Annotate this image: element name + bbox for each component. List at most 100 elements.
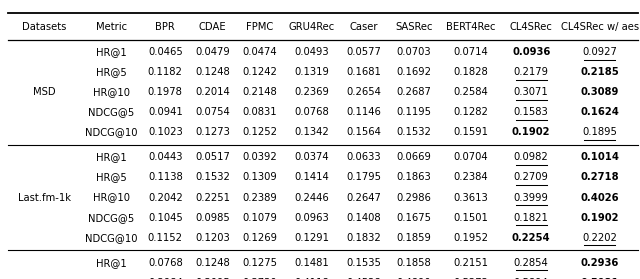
Text: 0.0704: 0.0704 [453, 152, 488, 162]
Text: 0.0517: 0.0517 [195, 152, 230, 162]
Text: 0.1952: 0.1952 [453, 233, 488, 243]
Text: 0.1591: 0.1591 [453, 127, 488, 137]
Text: Caser: Caser [350, 21, 378, 32]
Text: 0.1248: 0.1248 [195, 67, 230, 77]
Text: 0.2446: 0.2446 [294, 193, 330, 203]
Text: 0.1282: 0.1282 [453, 107, 488, 117]
Text: 0.2251: 0.2251 [195, 193, 230, 203]
Text: 0.2986: 0.2986 [397, 193, 431, 203]
Text: 0.3071: 0.3071 [514, 87, 548, 97]
Text: 0.0392: 0.0392 [243, 152, 278, 162]
Text: 0.0465: 0.0465 [148, 47, 182, 57]
Text: 0.1624: 0.1624 [580, 107, 620, 117]
Text: 0.2936: 0.2936 [580, 258, 619, 268]
Text: HR@10: HR@10 [93, 193, 130, 203]
Text: NDCG@10: NDCG@10 [85, 127, 138, 137]
Text: 0.2179: 0.2179 [514, 67, 548, 77]
Text: 0.1858: 0.1858 [397, 258, 431, 268]
Text: FPMC: FPMC [246, 21, 274, 32]
Text: 0.5272: 0.5272 [453, 278, 488, 279]
Text: 0.2984: 0.2984 [148, 278, 182, 279]
Text: 0.4118: 0.4118 [294, 278, 330, 279]
Text: 0.1273: 0.1273 [195, 127, 230, 137]
Text: 0.1146: 0.1146 [347, 107, 381, 117]
Text: HR@5: HR@5 [96, 67, 127, 77]
Text: 0.1342: 0.1342 [294, 127, 330, 137]
Text: 0.5931: 0.5931 [580, 278, 619, 279]
Text: 0.1138: 0.1138 [148, 172, 182, 182]
Text: 0.0985: 0.0985 [195, 213, 230, 223]
Text: CL4SRec w/ aes: CL4SRec w/ aes [561, 21, 639, 32]
Text: 0.1675: 0.1675 [396, 213, 431, 223]
Text: 0.0768: 0.0768 [294, 107, 330, 117]
Text: 0.0577: 0.0577 [347, 47, 381, 57]
Text: 0.0714: 0.0714 [453, 47, 488, 57]
Text: 0.1481: 0.1481 [294, 258, 330, 268]
Text: 0.2369: 0.2369 [294, 87, 330, 97]
Text: 0.1863: 0.1863 [397, 172, 431, 182]
Text: 0.0474: 0.0474 [243, 47, 277, 57]
Text: HR@1: HR@1 [96, 258, 127, 268]
Text: 0.1859: 0.1859 [397, 233, 431, 243]
Text: 0.1014: 0.1014 [580, 152, 620, 162]
Text: 0.0927: 0.0927 [582, 47, 617, 57]
Text: SASRec: SASRec [395, 21, 433, 32]
Text: 0.2151: 0.2151 [453, 258, 488, 268]
Text: 0.2042: 0.2042 [148, 193, 182, 203]
Text: 0.2709: 0.2709 [514, 172, 548, 182]
Text: 0.3999: 0.3999 [514, 193, 548, 203]
Text: 0.1152: 0.1152 [148, 233, 183, 243]
Text: 0.0831: 0.0831 [243, 107, 277, 117]
Text: 0.0479: 0.0479 [195, 47, 230, 57]
Text: 0.1275: 0.1275 [243, 258, 278, 268]
Text: 0.4890: 0.4890 [397, 278, 431, 279]
Text: 0.1182: 0.1182 [148, 67, 182, 77]
Text: 0.1692: 0.1692 [396, 67, 431, 77]
Text: 0.1291: 0.1291 [294, 233, 330, 243]
Text: 0.1902: 0.1902 [512, 127, 550, 137]
Text: MSD: MSD [33, 87, 56, 97]
Text: 0.1309: 0.1309 [243, 172, 278, 182]
Text: Datasets: Datasets [22, 21, 67, 32]
Text: 0.0493: 0.0493 [295, 47, 330, 57]
Text: 0.0754: 0.0754 [195, 107, 230, 117]
Text: CDAE: CDAE [199, 21, 227, 32]
Text: 0.1978: 0.1978 [148, 87, 182, 97]
Text: HR@1: HR@1 [96, 152, 127, 162]
Text: 0.1045: 0.1045 [148, 213, 182, 223]
Text: 0.1895: 0.1895 [582, 127, 617, 137]
Text: 0.1535: 0.1535 [347, 258, 381, 268]
Text: 0.1583: 0.1583 [514, 107, 548, 117]
Text: 0.2854: 0.2854 [514, 258, 548, 268]
Text: 0.2584: 0.2584 [453, 87, 488, 97]
Text: 0.1242: 0.1242 [243, 67, 278, 77]
Text: 0.1532: 0.1532 [195, 172, 230, 182]
Text: 0.2654: 0.2654 [347, 87, 381, 97]
Text: 0.2185: 0.2185 [580, 67, 619, 77]
Text: 0.0669: 0.0669 [397, 152, 431, 162]
Text: 0.2384: 0.2384 [453, 172, 488, 182]
Text: 0.1414: 0.1414 [294, 172, 330, 182]
Text: HR@5: HR@5 [96, 278, 127, 279]
Text: 0.1203: 0.1203 [195, 233, 230, 243]
Text: NDCG@10: NDCG@10 [85, 233, 138, 243]
Text: 0.1501: 0.1501 [453, 213, 488, 223]
Text: BERT4Rec: BERT4Rec [445, 21, 495, 32]
Text: 0.3730: 0.3730 [243, 278, 277, 279]
Text: 0.1532: 0.1532 [397, 127, 431, 137]
Text: 0.5894: 0.5894 [514, 278, 548, 279]
Text: 0.4528: 0.4528 [347, 278, 381, 279]
Text: 0.3613: 0.3613 [453, 193, 488, 203]
Text: 0.0374: 0.0374 [295, 152, 330, 162]
Text: 0.1248: 0.1248 [195, 258, 230, 268]
Text: 0.2148: 0.2148 [243, 87, 278, 97]
Text: NDCG@5: NDCG@5 [88, 107, 134, 117]
Text: 0.2202: 0.2202 [582, 233, 617, 243]
Text: 0.1195: 0.1195 [396, 107, 431, 117]
Text: HR@10: HR@10 [93, 87, 130, 97]
Text: 0.2014: 0.2014 [195, 87, 230, 97]
Text: HR@1: HR@1 [96, 47, 127, 57]
Text: 0.1821: 0.1821 [514, 213, 548, 223]
Text: HR@5: HR@5 [96, 172, 127, 182]
Text: 0.1252: 0.1252 [243, 127, 278, 137]
